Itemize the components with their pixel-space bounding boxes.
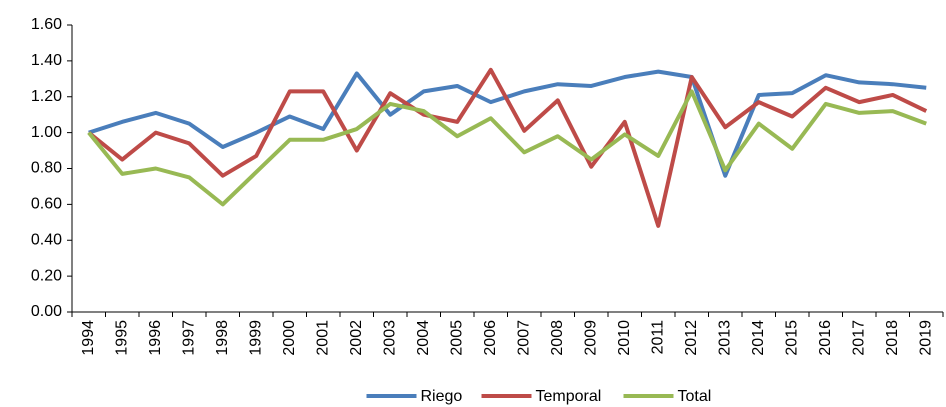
x-tick-label: 1996 [147, 320, 164, 356]
legend-item: Total [623, 388, 712, 405]
x-tick-label: 2018 [884, 320, 901, 356]
x-tick-label: 2009 [582, 320, 599, 356]
x-tick-label: 2015 [783, 320, 800, 356]
legend-label: Total [678, 388, 712, 405]
x-tick-label: 2016 [817, 320, 834, 356]
y-tick-label: 1.40 [31, 52, 62, 69]
x-tick-label: 2013 [716, 320, 733, 356]
legend-label: Temporal [536, 388, 602, 405]
series-line [87, 67, 928, 228]
series-line [87, 89, 927, 207]
x-tick-label: 1997 [180, 320, 197, 356]
x-tick-label: 1995 [113, 320, 130, 356]
x-tick-label: 2019 [917, 320, 934, 356]
x-tick-label: 2006 [482, 320, 499, 356]
y-tick-label: 1.60 [31, 16, 62, 33]
x-tick-label: 2002 [348, 320, 365, 356]
legend-label: Riego [421, 388, 463, 405]
x-tick-label: 2001 [314, 320, 331, 356]
x-tick-label: 1994 [80, 320, 97, 356]
y-tick-label: 0.40 [31, 231, 62, 248]
x-tick-label: 1999 [247, 320, 264, 356]
x-tick-label: 2011 [649, 320, 666, 355]
x-tick-label: 2014 [750, 320, 767, 356]
x-tick-label: 2007 [515, 320, 532, 356]
legend-item: Riego [366, 388, 463, 405]
x-tick-label: 2010 [616, 320, 633, 356]
y-tick-label: 1.20 [31, 88, 62, 105]
y-tick-label: 0.60 [31, 196, 62, 213]
x-tick-label: 2017 [850, 320, 867, 356]
y-tick-label: 0.00 [31, 303, 62, 320]
y-tick-label: 0.80 [31, 160, 62, 177]
y-tick-label: 0.20 [31, 267, 62, 284]
x-tick-label: 1998 [214, 320, 231, 356]
x-tick-label: 2000 [281, 320, 298, 356]
x-tick-label: 2008 [549, 320, 566, 356]
x-tick-label: 2005 [448, 320, 465, 356]
x-tick-label: 2012 [683, 320, 700, 356]
legend-item: Temporal [481, 388, 602, 405]
x-tick-label: 2004 [415, 320, 432, 356]
y-tick-label: 1.00 [31, 124, 62, 141]
x-tick-label: 2003 [381, 320, 398, 356]
series-line [88, 69, 927, 178]
